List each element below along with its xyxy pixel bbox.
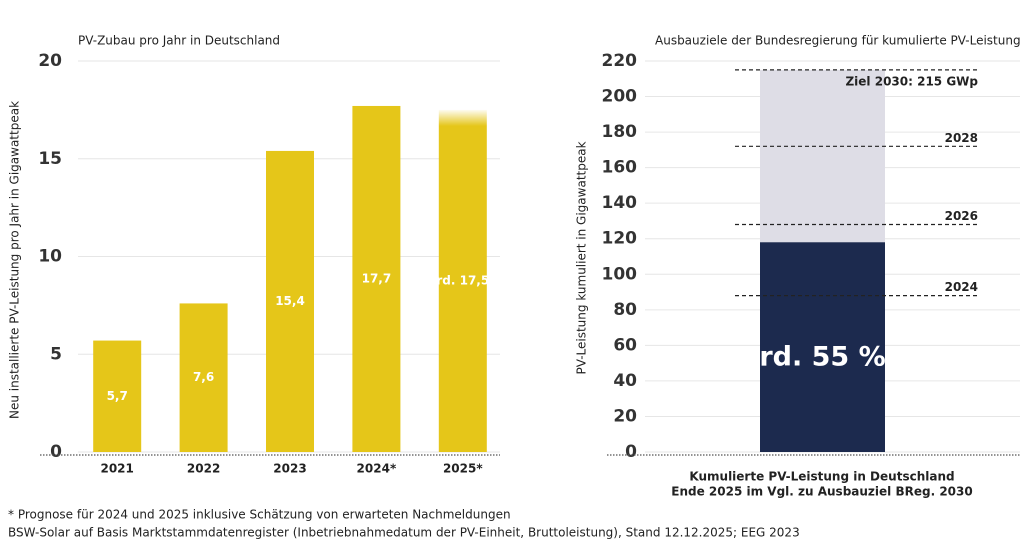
y-tick-label: 10 (38, 247, 62, 267)
value-label: 15,4 (275, 294, 305, 308)
bar-label: rd. 55 % (759, 342, 885, 373)
x-tick-label: 2025* (443, 462, 483, 476)
reference-label: Ziel 2030: 215 GWp (845, 74, 978, 88)
reference-label: 2028 (945, 131, 978, 145)
x-axis-label: Kumulierte PV-Leistung in Deutschland (689, 470, 954, 484)
y-axis-label: PV-Leistung kumuliert in Gigawattpeak (575, 141, 589, 374)
x-tick-label: 2024* (357, 462, 397, 476)
x-axis-label: Ende 2025 im Vgl. zu Ausbauziel BReg. 20… (671, 485, 972, 499)
reference-label: 2026 (945, 209, 978, 223)
value-label: 17,7 (362, 271, 392, 285)
x-tick-label: 2022 (187, 462, 220, 476)
y-tick-label: 220 (602, 51, 638, 71)
x-tick-label: 2023 (273, 462, 306, 476)
chart-title: PV-Zubau pro Jahr in Deutschland (78, 34, 280, 48)
y-tick-label: 180 (602, 122, 638, 142)
y-tick-label: 60 (613, 335, 637, 355)
y-tick-label: 40 (613, 371, 637, 391)
footnote: BSW-Solar auf Basis Marktstammdatenregis… (8, 526, 800, 540)
y-tick-label: 160 (602, 158, 638, 178)
bar (93, 340, 142, 452)
bar (179, 303, 228, 452)
y-tick-label: 20 (38, 51, 62, 71)
y-tick-label: 120 (602, 229, 638, 249)
actual-bar (760, 242, 885, 452)
value-label: rd. 17,5 (436, 273, 489, 287)
y-tick-label: 0 (625, 442, 637, 462)
footnote: * Prognose für 2024 und 2025 inklusive S… (8, 508, 511, 522)
y-tick-label: 15 (38, 149, 62, 169)
y-tick-label: 140 (602, 193, 638, 213)
y-axis-label: Neu installierte PV-Leistung pro Jahr in… (8, 101, 22, 419)
x-tick-label: 2021 (100, 462, 133, 476)
bar (352, 105, 401, 452)
bar (266, 150, 314, 452)
value-label: 5,7 (107, 389, 128, 403)
y-tick-label: 5 (50, 344, 62, 364)
bar-fade (437, 108, 488, 452)
y-tick-label: 100 (602, 264, 638, 284)
value-label: 7,6 (193, 370, 214, 384)
y-tick-label: 0 (50, 442, 62, 462)
chart-title: Ausbauziele der Bundesregierung für kumu… (655, 34, 1021, 48)
y-tick-label: 200 (602, 87, 638, 107)
y-tick-label: 20 (613, 406, 637, 426)
reference-label: 2024 (945, 280, 978, 294)
y-tick-label: 80 (613, 300, 637, 320)
